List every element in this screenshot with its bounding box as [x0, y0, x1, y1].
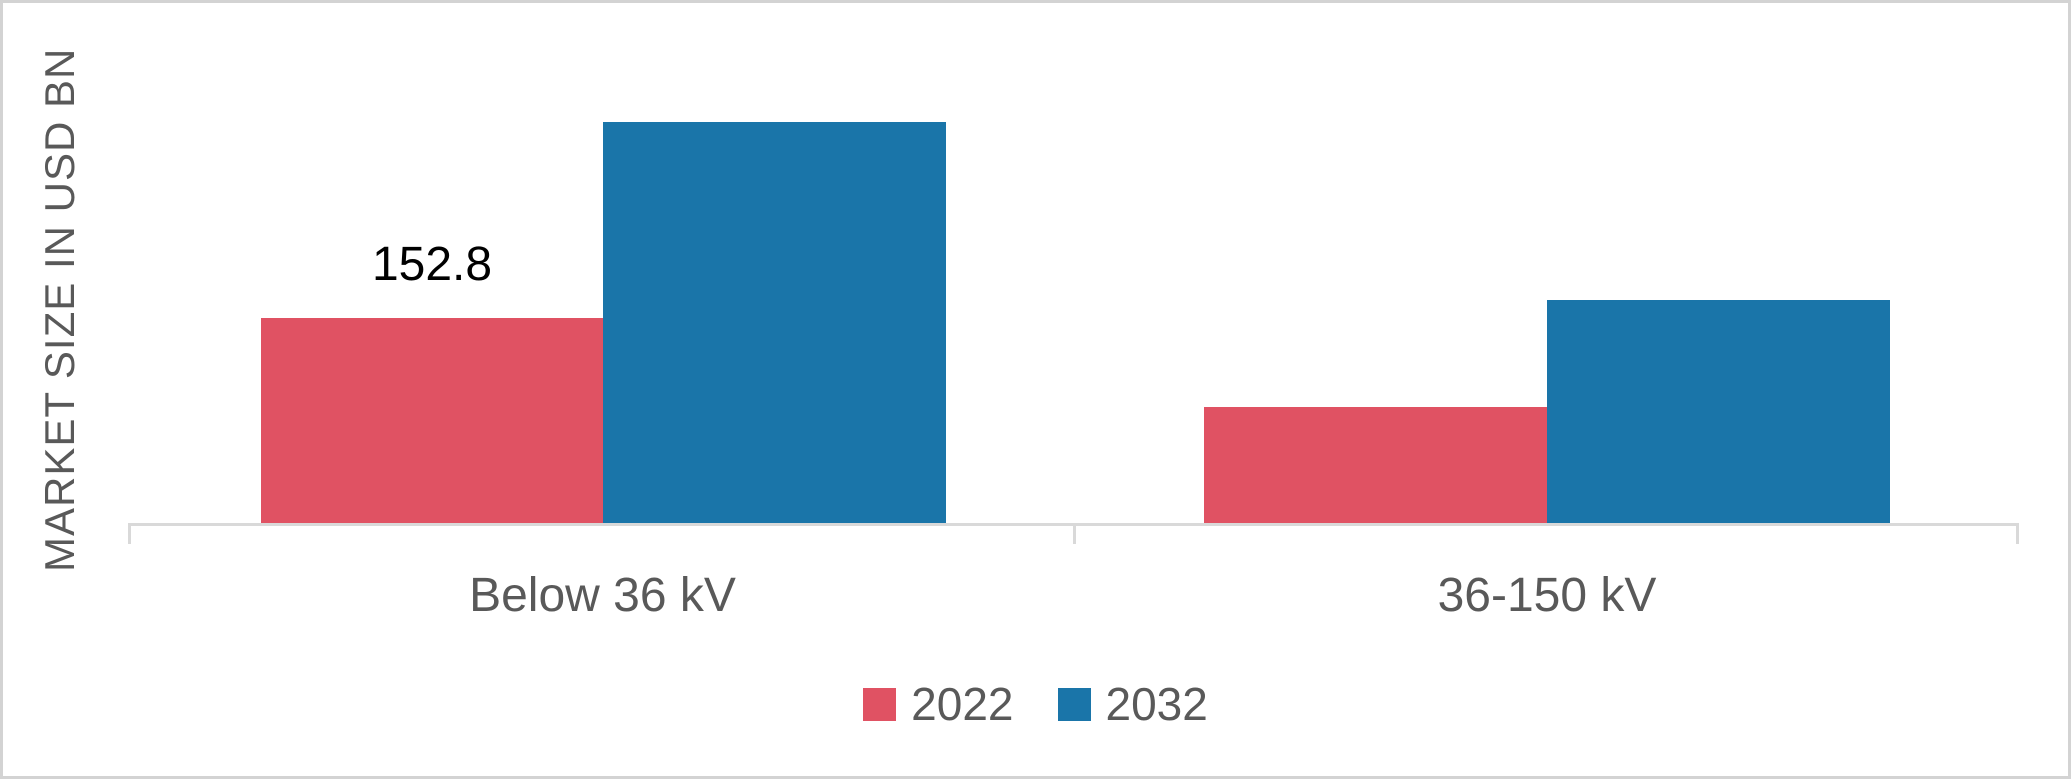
legend: 2022 2032 [0, 672, 2071, 736]
y-axis-title: MARKET SIZE IN USD BN [36, 47, 83, 573]
legend-swatch-2032-icon [1057, 687, 1091, 721]
legend-label-2022: 2022 [911, 678, 1014, 730]
legend-label-2032: 2032 [1105, 678, 1208, 730]
bar-2022-below-36kv [261, 318, 603, 523]
legend-swatch-2022-icon [863, 687, 897, 721]
legend-item-2032: 2032 [1057, 678, 1208, 730]
category-label-36-150kv: 36-150 kV [1437, 569, 1657, 622]
bar-2032-below-36kv [603, 122, 946, 523]
axis-tick-right [2016, 523, 2019, 544]
axis-tick-middle [1073, 523, 1076, 544]
axis-tick-left [128, 523, 131, 544]
data-label-2022-below-36kv: 152.8 [371, 238, 493, 291]
bar-2022-36-150kv [1204, 407, 1547, 523]
legend-item-2022: 2022 [863, 678, 1014, 730]
category-label-below-36kv: Below 36 kV [469, 569, 736, 622]
bar-2032-36-150kv [1547, 300, 1890, 523]
